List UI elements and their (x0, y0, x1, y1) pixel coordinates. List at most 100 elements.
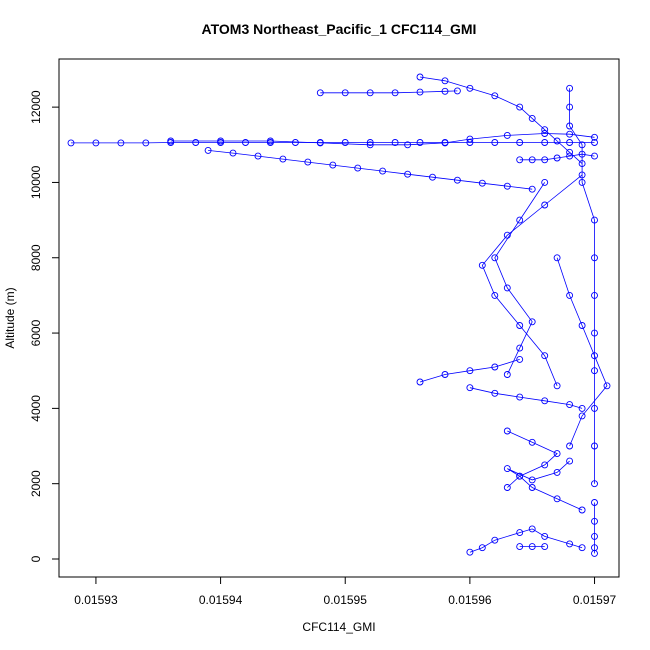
series-12 (416, 355, 524, 386)
data-point (528, 185, 536, 193)
data-point (117, 139, 125, 147)
data-point (578, 322, 586, 329)
data-point (591, 133, 598, 141)
data-point (566, 130, 574, 138)
data-point (379, 167, 387, 175)
data-point (591, 352, 598, 360)
data-point (516, 344, 524, 352)
data-point (541, 532, 549, 540)
data-point (591, 291, 598, 299)
x-tick-label: 0.01595 (324, 593, 368, 607)
data-point (578, 171, 586, 179)
data-point (541, 126, 549, 134)
data-point (553, 382, 561, 390)
data-point (591, 532, 598, 540)
series-line (556, 257, 608, 447)
data-point (441, 87, 449, 95)
data-point (441, 371, 449, 378)
chart-title: ATOM3 Northeast_Pacific_1 CFC114_GMI (202, 21, 477, 37)
data-point (503, 465, 511, 473)
data-point (578, 178, 586, 186)
data-point (478, 179, 486, 187)
series-line (419, 359, 520, 383)
data-point (491, 139, 499, 146)
data-point (491, 291, 499, 299)
data-point (491, 363, 499, 371)
data-point (416, 88, 424, 96)
y-tick-label: 10000 (29, 165, 43, 199)
series-16 (503, 457, 574, 491)
x-tick-label: 0.01597 (573, 593, 617, 607)
data-point (516, 139, 524, 146)
data-point (341, 89, 349, 97)
data-point (466, 367, 474, 375)
data-point (528, 543, 536, 551)
data-point (516, 322, 524, 329)
y-tick-label: 0 (29, 555, 43, 562)
data-point (553, 137, 561, 145)
data-point (503, 182, 511, 190)
y-tick-label: 8000 (29, 244, 43, 271)
series-line (208, 150, 533, 190)
data-point (541, 543, 549, 551)
data-point (316, 139, 324, 147)
data-point (541, 397, 549, 405)
data-point (566, 442, 574, 450)
data-point (366, 139, 374, 146)
data-point (553, 450, 561, 458)
data-point (503, 371, 511, 378)
data-point (566, 152, 574, 160)
data-point (591, 152, 598, 160)
data-point (566, 401, 574, 409)
y-axis: 0 2000 4000 6000 8000 10000 12000 (29, 90, 59, 562)
data-point (516, 103, 524, 111)
data-point (192, 139, 200, 146)
data-point (354, 164, 362, 172)
data-point (591, 139, 598, 146)
data-point (578, 412, 586, 420)
data-point (242, 139, 249, 146)
data-point (591, 404, 598, 412)
data-point (528, 156, 536, 164)
series-line (469, 528, 583, 553)
data-point (391, 89, 399, 97)
series-4 (316, 87, 461, 97)
data-point (516, 393, 524, 401)
x-tick-label: 0.01593 (74, 593, 118, 607)
data-point (491, 536, 499, 544)
x-tick-label: 0.01596 (448, 593, 492, 607)
data-point (516, 472, 524, 480)
data-point (566, 540, 574, 548)
y-tick-label: 2000 (29, 470, 43, 497)
data-point (404, 141, 412, 149)
data-point (491, 254, 499, 262)
data-point (591, 549, 598, 557)
plot-frame (58, 58, 620, 578)
x-axis-label: CFC114_GMI (302, 620, 375, 634)
data-point (566, 122, 574, 130)
data-point (478, 261, 486, 269)
data-point (478, 544, 486, 552)
data-point (503, 284, 511, 292)
x-tick-label: 0.01594 (199, 593, 243, 607)
data-point (217, 137, 225, 145)
series-line (469, 387, 583, 409)
y-tick-label: 6000 (29, 319, 43, 346)
data-points (67, 73, 611, 557)
data-point (441, 77, 449, 85)
data-point (516, 355, 524, 363)
data-point (566, 457, 574, 465)
data-point (566, 291, 574, 299)
data-point (92, 139, 100, 147)
data-point (142, 139, 150, 147)
data-point (591, 517, 598, 525)
data-point (528, 525, 536, 533)
series-15 (516, 543, 549, 551)
data-point (316, 89, 324, 97)
data-point (466, 84, 474, 92)
data-point (591, 480, 598, 488)
data-point (591, 499, 598, 506)
data-point (578, 141, 586, 149)
x-axis: 0.01593 0.01594 0.01595 0.01596 0.01597 (74, 577, 617, 607)
data-point (466, 548, 474, 556)
